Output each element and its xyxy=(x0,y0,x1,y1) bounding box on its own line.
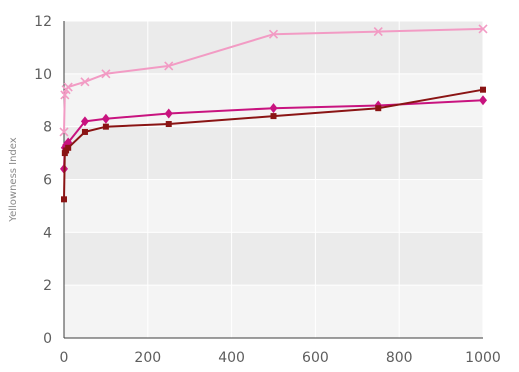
y-tick-label: 6 xyxy=(43,173,52,189)
x-tick-label: 600 xyxy=(302,350,329,366)
tick-labels: 0 200 400 600 800 1000 0 2 4 6 8 10 12 xyxy=(34,14,501,366)
plot-band xyxy=(64,179,483,233)
data-point-square xyxy=(81,128,88,135)
plot-band xyxy=(64,285,483,338)
x-tick-label: 400 xyxy=(218,350,245,366)
data-point-square xyxy=(270,113,277,120)
data-point-x xyxy=(59,127,69,137)
x-tick-label: 200 xyxy=(134,350,161,366)
data-point-square xyxy=(165,121,172,128)
data-point-diamond xyxy=(479,95,487,106)
y-tick-label: 4 xyxy=(43,225,52,241)
series-square xyxy=(61,86,486,203)
series-group xyxy=(59,24,488,203)
y-tick-label: 12 xyxy=(34,14,52,30)
data-point-x xyxy=(164,61,174,71)
plot-band xyxy=(64,21,483,74)
series-line xyxy=(63,27,484,132)
data-point-square xyxy=(102,123,109,130)
data-point-square xyxy=(375,105,382,112)
y-axis-title: Yellowness Index xyxy=(8,137,19,222)
data-point-square xyxy=(480,86,486,93)
data-point-x xyxy=(373,27,383,37)
y-tick-label: 2 xyxy=(43,278,52,294)
data-point-diamond xyxy=(80,116,89,127)
x-tick-label: 800 xyxy=(386,350,413,366)
data-point-x xyxy=(60,90,70,100)
data-point-square xyxy=(65,144,72,151)
data-point-x xyxy=(478,24,488,34)
data-point-diamond xyxy=(164,108,173,119)
plot-band xyxy=(64,232,483,286)
data-point-x xyxy=(80,77,90,87)
x-tick-label: 1000 xyxy=(465,350,501,366)
data-point-x xyxy=(268,29,279,39)
x-tick-label: 0 xyxy=(60,350,69,366)
data-point-x xyxy=(63,82,73,92)
data-point-diamond xyxy=(269,103,278,114)
data-point-diamond xyxy=(101,113,110,124)
y-tick-label: 0 xyxy=(43,331,52,347)
data-point-square xyxy=(61,196,67,203)
y-tick-label: 8 xyxy=(43,120,52,136)
data-point-x xyxy=(101,69,111,79)
plot-band xyxy=(64,126,483,180)
y-tick-label: 10 xyxy=(34,67,52,83)
series-x xyxy=(59,24,488,137)
